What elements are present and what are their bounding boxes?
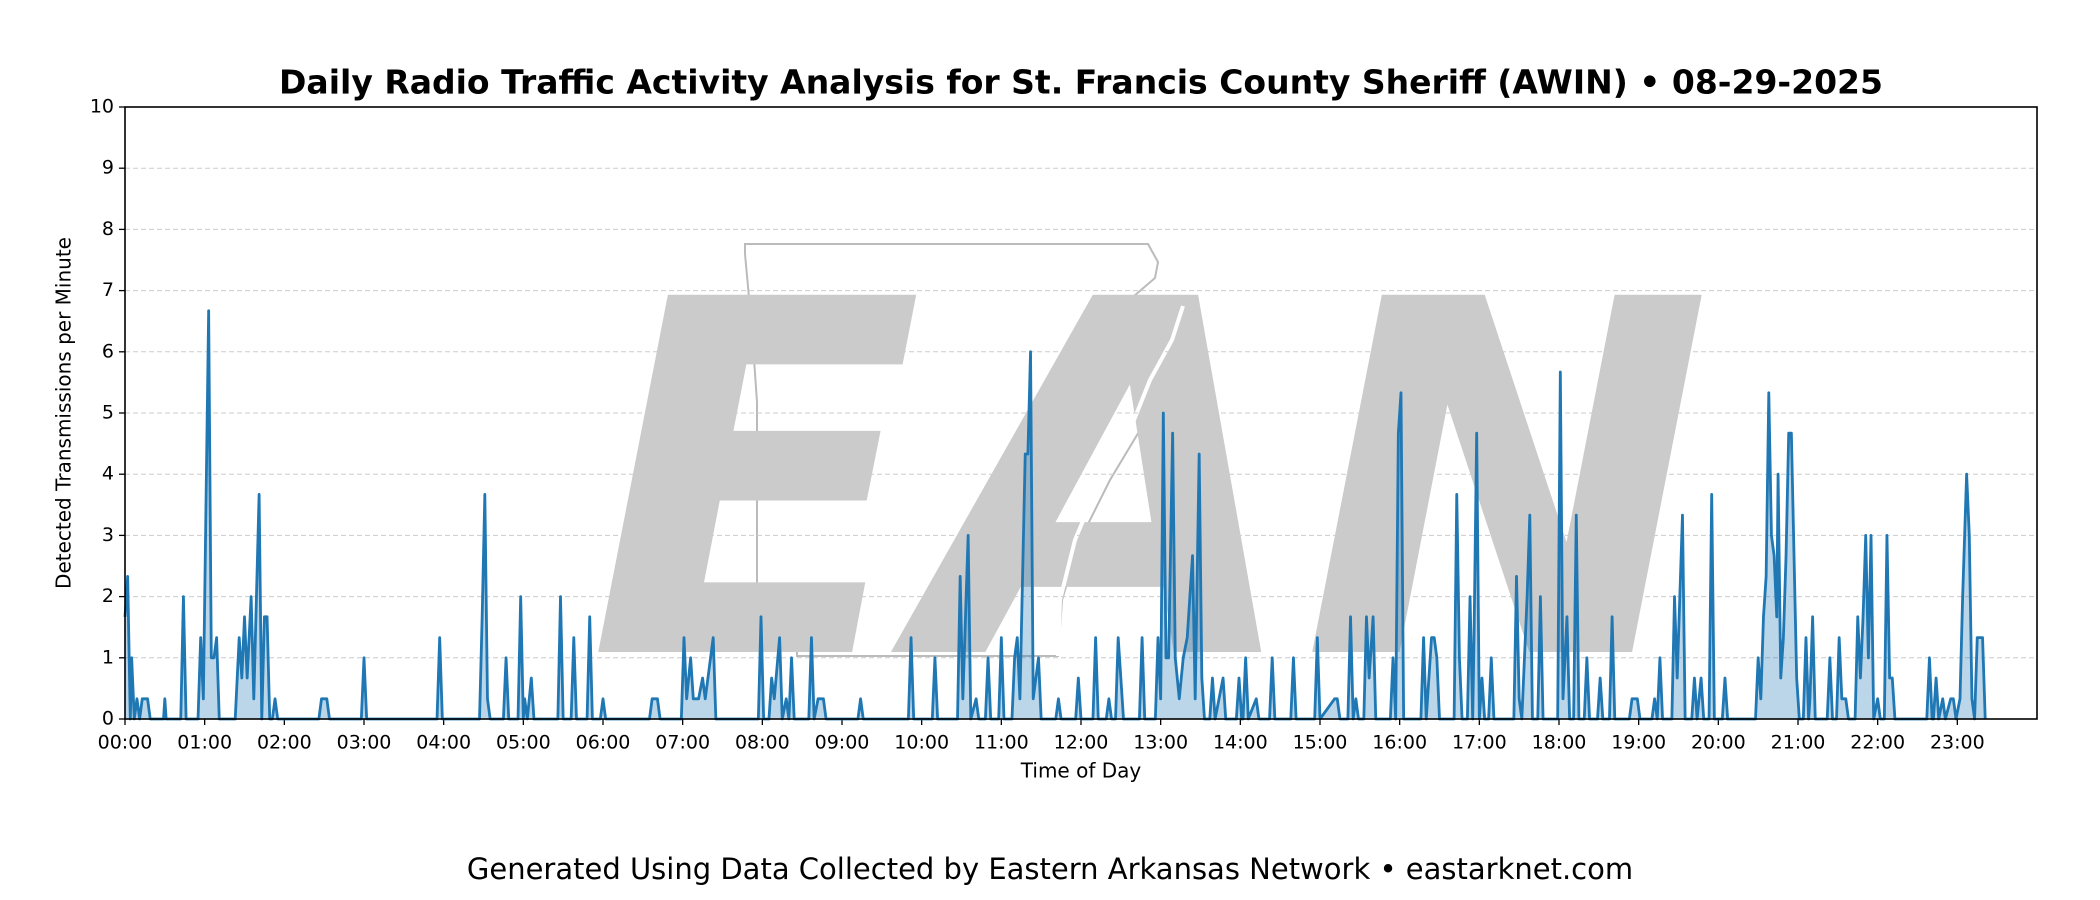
plot-frame xyxy=(124,106,2038,720)
line xyxy=(123,309,1987,721)
x-tick-label: 21:00 xyxy=(1771,732,1826,754)
y-tick-label: 10 xyxy=(90,96,114,118)
x-tick-label: 02:00 xyxy=(257,732,312,754)
chart-title: Daily Radio Traffic Activity Analysis fo… xyxy=(279,63,1883,102)
y-tick-label: 5 xyxy=(102,402,114,424)
y-axis-label: Detected Transmissions per Minute xyxy=(52,237,76,589)
y-tick-label: 3 xyxy=(102,524,114,546)
x-tick-label: 10:00 xyxy=(894,732,949,754)
y-tick-label: 7 xyxy=(102,279,114,301)
x-tick-label: 05:00 xyxy=(496,732,551,754)
y-tick-label: 4 xyxy=(102,463,114,485)
x-tick-label: 01:00 xyxy=(177,732,232,754)
plot-area: 0 1 2 3 4 5 6 7 8 9 10 00:00 01:00 02:00 03:00 04:00 05:… xyxy=(90,96,2037,754)
x-tick-label: 09:00 xyxy=(815,732,870,754)
x-tick-label: 20:00 xyxy=(1691,732,1746,754)
x-tick-label: 03:00 xyxy=(337,732,392,754)
river-line xyxy=(1056,305,1185,657)
x-tick-label: 11:00 xyxy=(974,732,1029,754)
x-tick-label: 04:00 xyxy=(416,732,471,754)
y-tick-label: 9 xyxy=(102,157,114,179)
y-tick-label: 2 xyxy=(102,585,114,607)
x-tick-label: 22:00 xyxy=(1850,732,1905,754)
x-tick-label: 13:00 xyxy=(1133,732,1188,754)
y-tick-label: 0 xyxy=(102,708,114,730)
x-tick-label: 00:00 xyxy=(98,732,153,754)
footer: Generated Using Data Collected by Easter… xyxy=(467,852,1633,886)
x-tick-label: 19:00 xyxy=(1611,732,1666,754)
x-tick-label: 16:00 xyxy=(1372,732,1427,754)
x-tick-label: 18:00 xyxy=(1532,732,1587,754)
x-tick-label: 12:00 xyxy=(1054,732,1109,754)
y-tick-label: 8 xyxy=(102,218,114,240)
state-outline xyxy=(744,243,1188,657)
x-tick-label: 23:00 xyxy=(1930,732,1985,754)
y-tick-label: 1 xyxy=(102,646,114,668)
x-tick-label: 07:00 xyxy=(655,732,710,754)
y-tick-label: 6 xyxy=(102,340,114,362)
x-axis-label: Time of Day xyxy=(1020,759,1142,783)
x-tick-label: 14:00 xyxy=(1213,732,1268,754)
x-tick-label: 08:00 xyxy=(735,732,790,754)
x-tick-label: 15:00 xyxy=(1293,732,1348,754)
x-tick-label: 06:00 xyxy=(576,732,631,754)
x-tick-label: 17:00 xyxy=(1452,732,1507,754)
